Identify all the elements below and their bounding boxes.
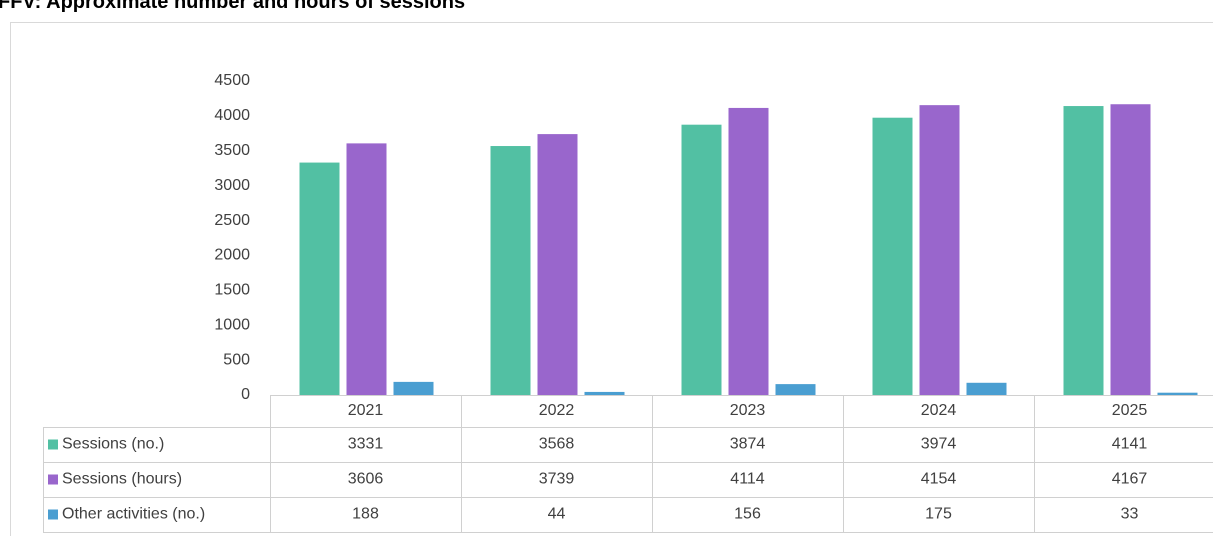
x-tick-label: 2021 — [348, 402, 384, 419]
table-value: 3874 — [730, 436, 766, 453]
legend-label: Sessions (hours) — [62, 471, 182, 488]
bar — [919, 105, 960, 395]
table-value: 4167 — [1112, 471, 1148, 488]
bar — [1110, 104, 1151, 396]
table-value: 175 — [925, 506, 952, 523]
y-tick-label: 2500 — [214, 212, 250, 229]
x-tick-label: 2024 — [921, 402, 957, 419]
y-tick-label: 1000 — [214, 316, 250, 333]
y-tick-label: 0 — [241, 386, 250, 403]
bar — [1157, 392, 1198, 395]
table-value: 4114 — [730, 471, 765, 488]
bar — [346, 143, 387, 395]
bar — [775, 384, 816, 395]
y-tick-label: 4000 — [214, 107, 250, 124]
chart-border — [10, 22, 1213, 536]
bar — [490, 146, 531, 395]
legend-swatch — [48, 439, 58, 450]
table-value: 3568 — [539, 436, 575, 453]
bar — [966, 382, 1007, 395]
bar — [728, 107, 769, 396]
bar — [1063, 106, 1104, 395]
y-tick-label: 3500 — [214, 142, 250, 159]
table-value: 44 — [548, 506, 566, 523]
x-tick-label: 2025 — [1112, 402, 1148, 419]
y-tick-label: 4500 — [214, 72, 250, 89]
table-value: 4141 — [1112, 436, 1148, 453]
y-tick-label: 1500 — [214, 282, 250, 299]
bar — [584, 391, 625, 395]
legend-swatch — [48, 474, 58, 485]
table-value: 4154 — [921, 471, 957, 488]
x-tick-label: 2022 — [539, 402, 575, 419]
bar — [681, 124, 722, 396]
bar — [537, 134, 578, 395]
legend-label: Other activities (no.) — [62, 506, 205, 523]
table-value: 3739 — [539, 471, 575, 488]
table-value: 156 — [734, 506, 761, 523]
y-tick-label: 2000 — [214, 247, 250, 264]
table-value: 3606 — [348, 471, 384, 488]
table-value: 3974 — [921, 436, 957, 453]
table-value: 188 — [352, 506, 379, 523]
chart-title: FFV: Approximate number and hours of ses… — [0, 0, 465, 13]
legend-label: Sessions (no.) — [62, 436, 164, 453]
y-tick-label: 500 — [223, 351, 250, 368]
table-value: 33 — [1121, 506, 1139, 523]
y-tick-label: 3000 — [214, 177, 250, 194]
bar — [299, 162, 340, 395]
table-value: 3331 — [348, 436, 384, 453]
legend-swatch — [48, 509, 58, 520]
bar — [393, 381, 434, 395]
x-tick-label: 2023 — [730, 402, 766, 419]
bar — [872, 117, 913, 395]
